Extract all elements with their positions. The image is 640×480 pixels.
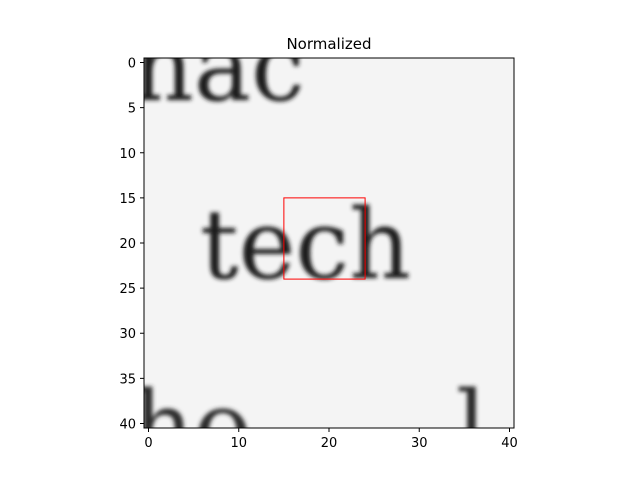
y-tick-label: 20 (119, 237, 136, 252)
y-tick-label: 10 (119, 147, 136, 162)
chart-title: Normalized (286, 35, 371, 53)
y-tick-label: 40 (119, 417, 136, 432)
x-tick-label: 10 (230, 436, 247, 451)
x-tick-label: 30 (411, 436, 428, 451)
glyph-bottom-right: l (456, 371, 487, 480)
y-tick-label: 30 (119, 327, 136, 342)
x-tick-label: 0 (144, 436, 152, 451)
image-area: hac tech ho l (132, 11, 514, 480)
x-tick-label: 40 (501, 436, 518, 451)
glyph-top-row: hac (132, 11, 305, 123)
glyph-word: tech (200, 189, 411, 301)
highlight-rectangle (283, 197, 366, 280)
y-tick-label: 15 (119, 192, 136, 207)
glyph-bottom-row: ho (132, 371, 252, 480)
image-background (144, 58, 514, 428)
image-texture: hac tech ho l (132, 11, 487, 480)
y-tick-label: 5 (128, 102, 136, 117)
x-tick-label: 20 (321, 436, 338, 451)
y-tick-label: 25 (119, 282, 136, 297)
y-tick-label: 35 (119, 372, 136, 387)
x-ticks: 0 10 20 30 40 (144, 428, 518, 451)
y-tick-label: 0 (128, 57, 136, 72)
y-ticks: 0 5 10 15 20 25 30 35 40 (119, 57, 144, 432)
